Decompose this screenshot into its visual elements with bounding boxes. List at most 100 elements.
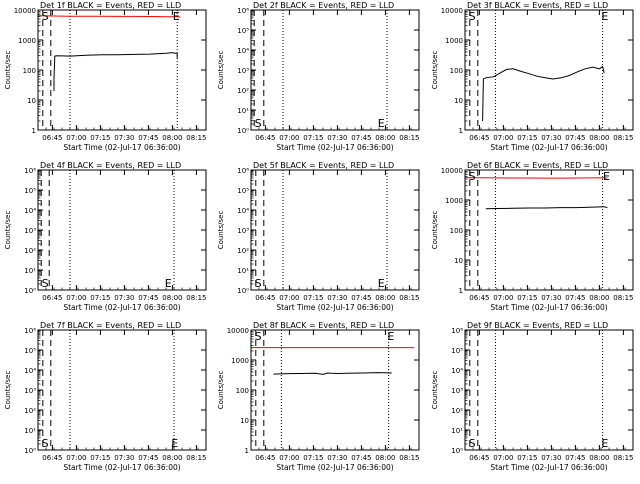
plot-frame: [37, 9, 207, 131]
y-tick-label: 10: [240, 417, 249, 425]
y-tick-label: 1: [459, 287, 463, 295]
x-tick-label: 07:15: [303, 454, 323, 462]
y-tick-label: 10¹: [24, 267, 36, 275]
chart-panel-8: Det 8f BLACK = Events, RED = LLD 1 10 100 10…: [217, 321, 420, 472]
x-tick-label: 07:00: [279, 294, 299, 302]
y-tick-label: 10⁰: [237, 287, 249, 295]
x-tick-label: 07:00: [66, 134, 86, 142]
y-tick-label: 10⁵: [24, 347, 36, 355]
y-tick-label: 10⁴: [237, 207, 249, 215]
x-tick-label: 07:45: [351, 454, 371, 462]
x-tick-label: 07:45: [138, 454, 158, 462]
x-tick-label: 07:45: [351, 294, 371, 302]
y-tick-label: 10³: [24, 387, 36, 395]
x-tick-label: 07:30: [327, 134, 347, 142]
y-tick-label: 10⁴: [237, 47, 249, 55]
x-tick-label: 06:45: [255, 134, 275, 142]
x-axis-label: Start Time (02-Jul-17 06:36:00): [490, 303, 607, 312]
y-tick-label: 10⁶: [24, 167, 36, 175]
y-tick-label: 100: [236, 387, 249, 395]
x-tick-label: 07:00: [279, 134, 299, 142]
plot-frame: [464, 329, 634, 451]
y-tick-label: 10⁰: [451, 447, 463, 455]
y-tick-label: 10: [27, 97, 36, 105]
x-tick-label: 06:45: [42, 454, 62, 462]
x-tick-label: 07:30: [541, 454, 561, 462]
y-tick-label: 10³: [237, 67, 249, 75]
x-tick-label: 07:15: [90, 454, 110, 462]
marker-s-label: S: [42, 437, 49, 450]
plot-frame: [464, 9, 634, 131]
x-axis-label: Start Time (02-Jul-17 06:36:00): [276, 303, 393, 312]
lld-series-line: [37, 15, 181, 18]
x-tick-label: 07:00: [493, 294, 513, 302]
events-series-line: [53, 52, 178, 91]
x-tick-label: 07:45: [565, 134, 585, 142]
x-tick-label: 07:30: [327, 294, 347, 302]
x-tick-label: 08:00: [589, 454, 609, 462]
y-tick-label: 1: [32, 127, 36, 135]
y-tick-label: 10²: [24, 407, 36, 415]
x-tick-label: 07:30: [327, 454, 347, 462]
events-series-line: [482, 65, 605, 122]
x-tick-label: 07:30: [541, 134, 561, 142]
y-axis-label: Counts/sec: [217, 51, 225, 90]
marker-e-label: E: [603, 170, 610, 183]
y-tick-label: 10³: [451, 387, 463, 395]
marker-e-label: E: [378, 277, 385, 290]
marker-e-label: E: [378, 117, 385, 130]
x-axis-label: Start Time (02-Jul-17 06:36:00): [490, 143, 607, 152]
y-tick-label: 10⁰: [237, 127, 249, 135]
y-tick-label: 10⁰: [24, 287, 36, 295]
marker-e-label: E: [601, 437, 608, 450]
y-tick-label: 10⁵: [24, 187, 36, 195]
x-tick-label: 07:45: [138, 134, 158, 142]
y-tick-label: 10000: [227, 327, 249, 335]
x-tick-label: 06:45: [469, 454, 489, 462]
chart-title: Det 3f BLACK = Events, RED = LLD: [467, 1, 608, 10]
y-tick-label: 10⁴: [451, 367, 463, 375]
y-axis-label: Counts/sec: [4, 51, 12, 90]
x-tick-label: 08:00: [162, 294, 182, 302]
x-tick-label: 06:45: [255, 294, 275, 302]
events-series-line: [485, 206, 608, 210]
x-tick-label: 08:15: [613, 134, 633, 142]
x-tick-label: 07:45: [565, 454, 585, 462]
marker-s-label: S: [255, 330, 262, 343]
chart-panel-9: Det 9f BLACK = Events, RED = LLD 10⁰ 10¹ 10…: [431, 321, 634, 472]
x-axis-label: Start Time (02-Jul-17 06:36:00): [276, 143, 393, 152]
y-tick-label: 10⁶: [237, 7, 249, 15]
marker-s-label: S: [42, 277, 49, 290]
y-tick-label: 10¹: [451, 427, 463, 435]
x-tick-label: 07:30: [114, 294, 134, 302]
x-tick-label: 08:00: [162, 134, 182, 142]
y-tick-label: 10000: [441, 167, 463, 175]
y-tick-label: 10¹: [237, 107, 249, 115]
y-axis-label: Counts/sec: [431, 211, 439, 250]
chart-title: Det 1f BLACK = Events, RED = LLD: [40, 1, 181, 10]
x-tick-label: 08:00: [589, 294, 609, 302]
x-tick-label: 08:00: [162, 454, 182, 462]
marker-s-label: S: [255, 117, 262, 130]
x-tick-label: 07:45: [138, 294, 158, 302]
marker-s-label: S: [469, 10, 476, 23]
chart-panel-5: Det 5f BLACK = Events, RED = LLD 10⁰ 10¹ 10…: [217, 161, 420, 312]
y-tick-label: 10¹: [24, 427, 36, 435]
marker-s-label: S: [255, 277, 262, 290]
chart-title: Det 9f BLACK = Events, RED = LLD: [467, 321, 608, 330]
lld-series-line: [464, 177, 608, 179]
x-tick-label: 08:15: [186, 294, 206, 302]
y-tick-label: 10⁶: [451, 327, 463, 335]
x-tick-label: 08:15: [399, 134, 419, 142]
events-series-line: [273, 372, 392, 375]
marker-s-label: S: [469, 170, 476, 183]
y-axis-label: Counts/sec: [431, 371, 439, 410]
x-tick-label: 08:15: [399, 454, 419, 462]
chart-title: Det 7f BLACK = Events, RED = LLD: [40, 321, 181, 330]
y-tick-label: 10²: [24, 247, 36, 255]
x-axis-label: Start Time (02-Jul-17 06:36:00): [63, 463, 180, 472]
x-tick-label: 07:15: [303, 134, 323, 142]
x-tick-label: 06:45: [255, 454, 275, 462]
